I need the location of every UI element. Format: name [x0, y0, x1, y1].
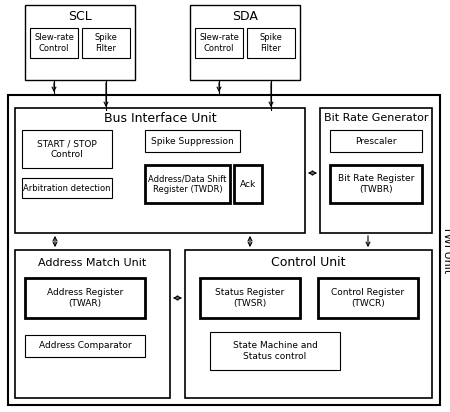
- Text: Address Register
(TWAR): Address Register (TWAR): [47, 288, 123, 308]
- Bar: [318, 278, 418, 318]
- Text: SDA: SDA: [232, 9, 258, 23]
- Bar: [30, 28, 78, 58]
- Text: Prescaler: Prescaler: [355, 136, 397, 145]
- Bar: [330, 130, 422, 152]
- Bar: [15, 108, 305, 233]
- Text: Spike
Filter: Spike Filter: [94, 33, 117, 53]
- Text: Address/Data Shift
Register (TWDR): Address/Data Shift Register (TWDR): [148, 174, 227, 194]
- Text: Status Register
(TWSR): Status Register (TWSR): [216, 288, 284, 308]
- Bar: [330, 165, 422, 203]
- Text: Address Comparator: Address Comparator: [39, 342, 131, 351]
- Bar: [25, 5, 135, 80]
- Text: SCL: SCL: [68, 9, 92, 23]
- Text: Spike Suppression: Spike Suppression: [151, 136, 234, 145]
- Bar: [25, 278, 145, 318]
- Bar: [145, 165, 230, 203]
- Text: State Machine and
Status control: State Machine and Status control: [233, 341, 317, 360]
- Text: Bit Rate Register
(TWBR): Bit Rate Register (TWBR): [338, 174, 414, 194]
- Text: Slew-rate
Control: Slew-rate Control: [34, 33, 74, 53]
- Bar: [190, 5, 300, 80]
- Bar: [22, 178, 112, 198]
- Bar: [210, 332, 340, 370]
- Text: Spike
Filter: Spike Filter: [260, 33, 283, 53]
- Bar: [8, 95, 440, 405]
- Text: Ack: Ack: [240, 180, 256, 189]
- Bar: [82, 28, 130, 58]
- Bar: [234, 165, 262, 203]
- Text: Slew-rate
Control: Slew-rate Control: [199, 33, 239, 53]
- Text: Control Unit: Control Unit: [271, 257, 346, 269]
- Bar: [247, 28, 295, 58]
- Bar: [25, 335, 145, 357]
- Bar: [195, 28, 243, 58]
- Text: Address Match Unit: Address Match Unit: [38, 258, 147, 268]
- Bar: [200, 278, 300, 318]
- Bar: [15, 250, 170, 398]
- Bar: [185, 250, 432, 398]
- Bar: [22, 130, 112, 168]
- Text: TWI Unit: TWI Unit: [442, 226, 450, 274]
- Text: Control Register
(TWCR): Control Register (TWCR): [332, 288, 405, 308]
- Text: START / STOP
Control: START / STOP Control: [37, 139, 97, 159]
- Bar: [145, 130, 240, 152]
- Text: Bus Interface Unit: Bus Interface Unit: [104, 112, 216, 124]
- Text: Arbitration detection: Arbitration detection: [23, 183, 111, 192]
- Text: Bit Rate Generator: Bit Rate Generator: [324, 113, 428, 123]
- Bar: [320, 108, 432, 233]
